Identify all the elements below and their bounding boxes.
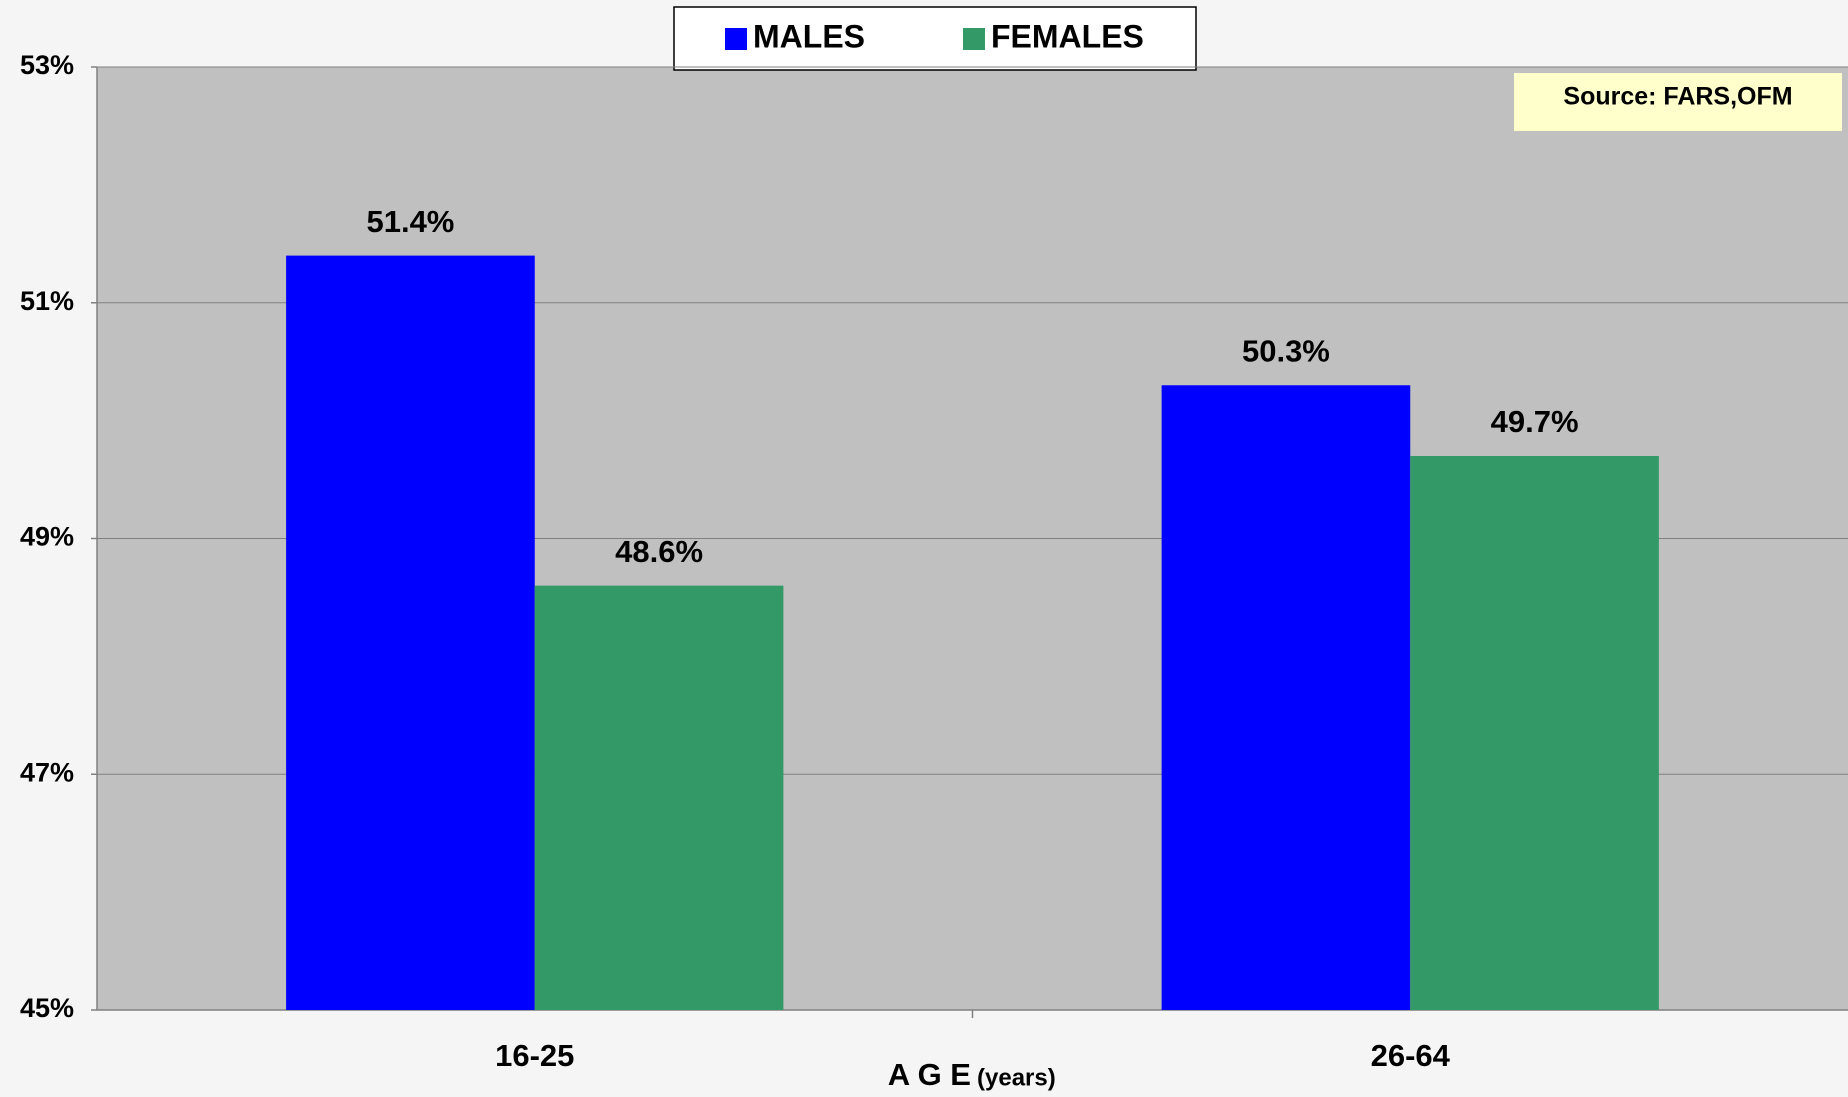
bar (1410, 455, 1659, 1010)
bar (286, 255, 535, 1011)
y-tick-label: 49% (20, 522, 74, 552)
bar (534, 585, 784, 1010)
bar (1161, 385, 1411, 1010)
x-axis-unit: (years) (977, 1064, 1056, 1091)
legend-swatch (963, 28, 985, 50)
y-tick-label: 45% (20, 993, 74, 1023)
data-label: 51.4% (366, 204, 454, 239)
data-label: 48.6% (615, 534, 703, 569)
x-axis-label: A G E (888, 1057, 971, 1092)
annotation-box (1514, 73, 1842, 131)
y-tick-label: 51% (20, 286, 74, 316)
annotation: Source: FARS,OFM (1563, 83, 1792, 111)
legend-swatch (725, 28, 747, 50)
data-label: 50.3% (1242, 333, 1330, 368)
legend-label: MALES (753, 18, 865, 54)
y-tick-label: 47% (20, 757, 74, 787)
data-label: 49.7% (1491, 404, 1579, 439)
y-tick-label: 53% (20, 50, 74, 80)
x-tick-label: 26-64 (1371, 1038, 1451, 1073)
x-tick-label: 16-25 (495, 1038, 574, 1073)
legend-box (673, 6, 1197, 71)
legend-label: FEMALES (991, 18, 1144, 54)
